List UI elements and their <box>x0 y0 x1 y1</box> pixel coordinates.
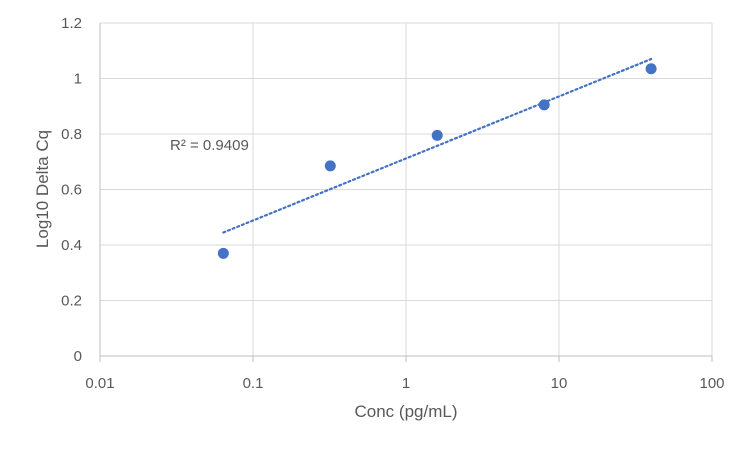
axes <box>99 23 713 362</box>
x-tick-label: 10 <box>551 375 568 392</box>
data-point <box>645 63 657 75</box>
x-tick-label: 1 <box>402 375 410 392</box>
data-point <box>217 247 229 259</box>
y-tick-label: 0.6 <box>61 182 82 199</box>
data-point <box>538 99 550 111</box>
y-tick-label: 0.8 <box>61 126 82 143</box>
data-point <box>324 160 336 172</box>
y-tick-label: 0.2 <box>61 293 82 310</box>
trendline-group <box>222 57 653 234</box>
y-axis-title: Log10 Delta Cq <box>33 130 52 248</box>
y-tick-label: 1.2 <box>61 15 82 32</box>
y-tick-label: 0.4 <box>61 237 82 254</box>
x-tick-label: 100 <box>699 375 724 392</box>
data-points <box>217 63 657 259</box>
y-tick-label: 1 <box>74 71 82 88</box>
r-squared-annotation: R² = 0.9409 <box>170 137 249 154</box>
x-axis-title: Conc (pg/mL) <box>355 402 458 421</box>
x-tick-label: 0.01 <box>85 375 114 392</box>
trendline <box>222 57 653 234</box>
tick-labels: 0 0.2 0.4 0.6 0.8 1 1.2 0.01 0.1 1 10 100 <box>61 15 724 392</box>
gridlines <box>100 22 713 356</box>
x-tick-label: 0.1 <box>243 375 264 392</box>
y-tick-label: 0 <box>74 348 82 365</box>
data-point <box>431 129 443 141</box>
